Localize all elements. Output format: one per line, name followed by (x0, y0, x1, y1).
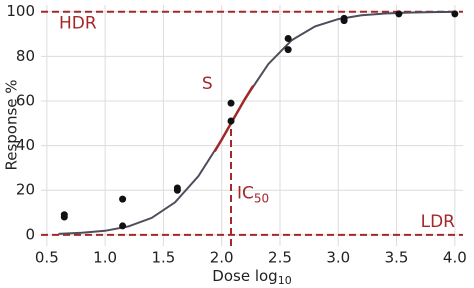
data-point (340, 17, 348, 25)
grid (41, 5, 463, 246)
y-tick-label: 20 (16, 181, 35, 199)
reference-label-text: IC (237, 183, 254, 203)
x-tick-label: 1.0 (93, 249, 117, 267)
data-point (395, 10, 403, 18)
data-point (119, 195, 127, 203)
data-point (284, 46, 292, 54)
data-point (451, 10, 459, 18)
y-tick-label: 60 (16, 91, 35, 109)
data-point (60, 213, 68, 221)
x-tick-label: 4.0 (443, 249, 467, 267)
x-tick-label: 2.0 (210, 249, 234, 267)
x-tick-label: 0.5 (35, 249, 59, 267)
x-axis-label: Dose log10 (212, 267, 291, 288)
reference-label: LDR (421, 212, 456, 232)
x-axis-label-text: Dose log (212, 267, 277, 285)
reference-label: IC50 (237, 183, 269, 205)
reference-label-sub: 50 (254, 191, 269, 205)
x-tick-label: 1.5 (151, 249, 175, 267)
segment-label: S (202, 74, 213, 94)
x-tick-label: 3.5 (385, 249, 409, 267)
x-tick-label: 2.5 (268, 249, 292, 267)
x-axis-label-sub: 10 (278, 274, 292, 287)
data-point (227, 117, 235, 125)
segment-s (213, 85, 255, 153)
y-axis-label: Response % (3, 79, 21, 170)
y-tick-label: 100 (6, 2, 35, 20)
data-point (284, 34, 292, 42)
data-point (119, 222, 127, 230)
reference-label: HDR (59, 14, 97, 34)
y-tick-label: 80 (16, 47, 35, 65)
data-point (227, 99, 235, 107)
data-point (173, 186, 181, 194)
y-tick-label: 40 (16, 136, 35, 154)
x-tick-label: 3.0 (326, 249, 350, 267)
y-tick-label: 0 (25, 225, 35, 243)
